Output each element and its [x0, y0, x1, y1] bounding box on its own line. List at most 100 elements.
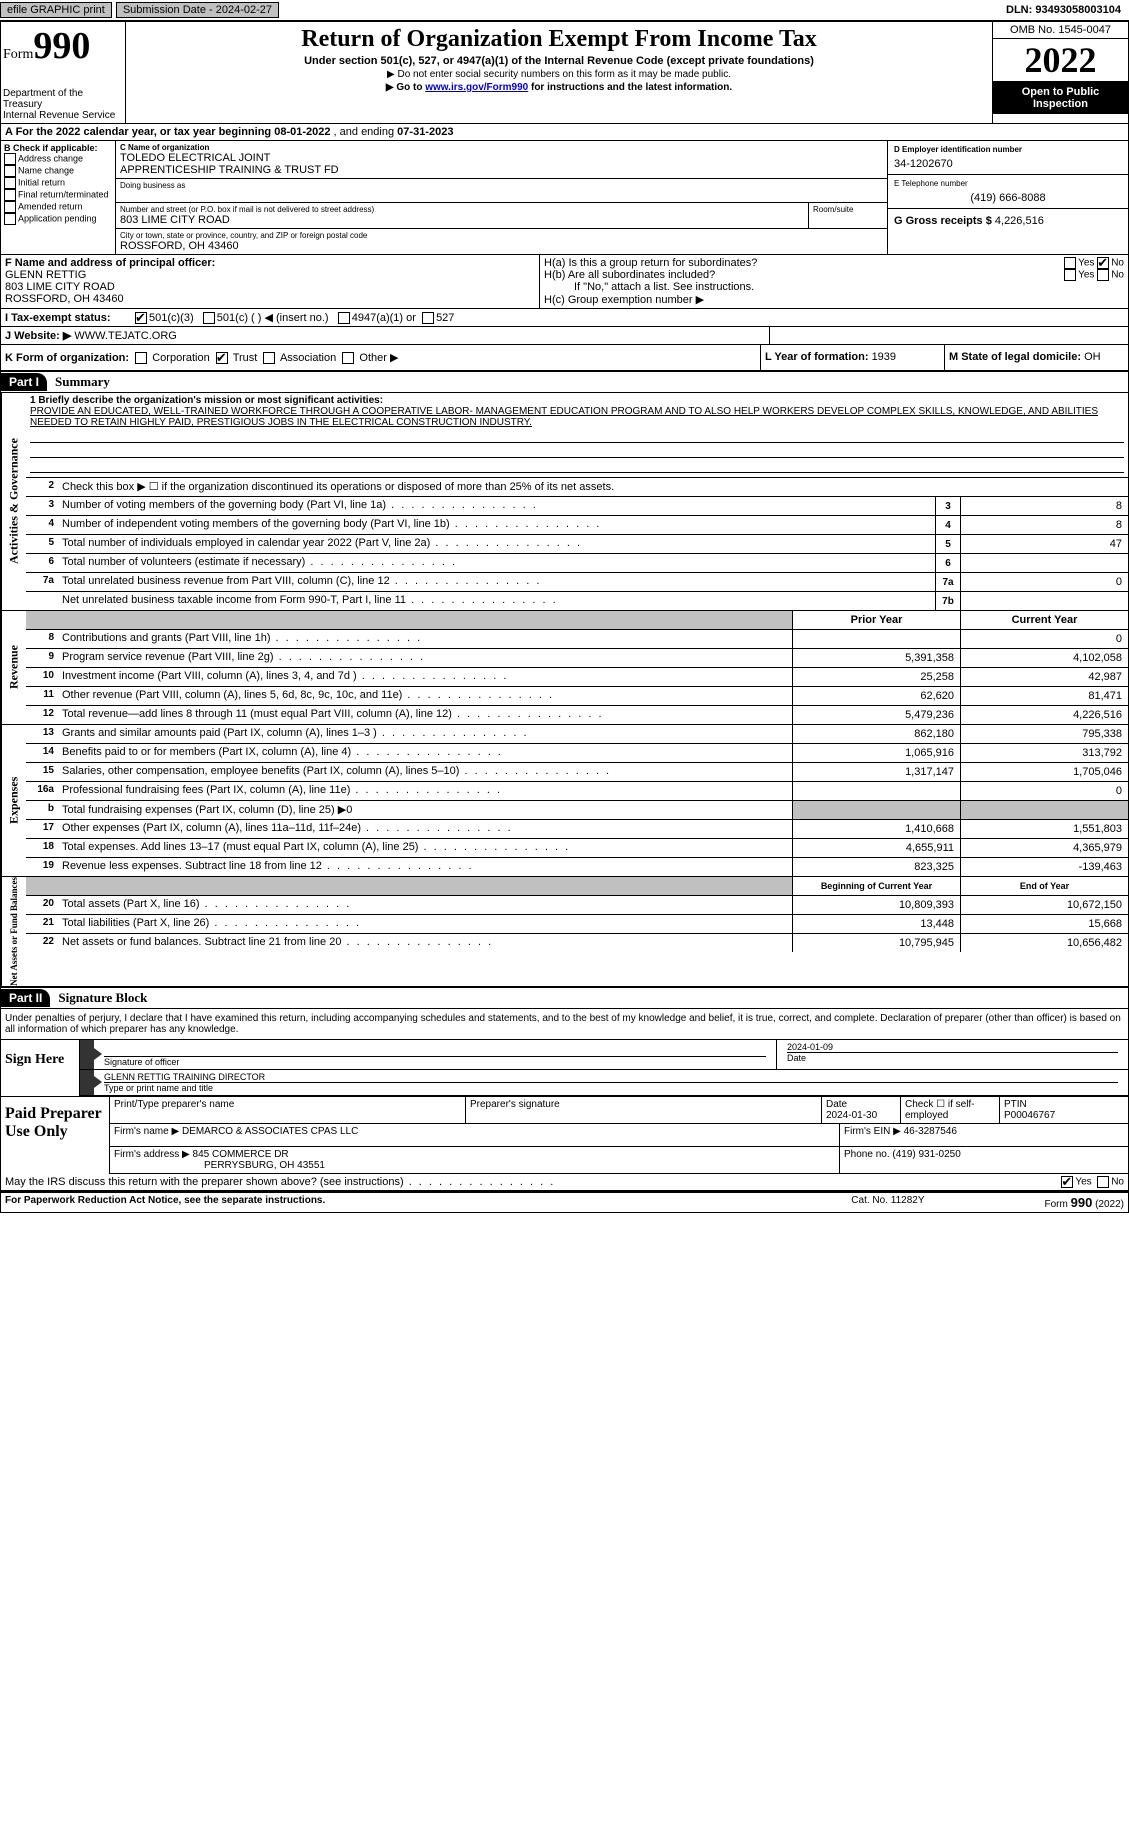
ein-label: D Employer identification number: [894, 145, 1122, 154]
tax-year: 2022: [993, 39, 1128, 82]
blank-line: [30, 445, 1124, 458]
line-num: 7a: [26, 573, 58, 591]
sign-right: Signature of officer 2024-01-09 Date GLE…: [80, 1040, 1128, 1096]
gov-line: 4 Number of independent voting members o…: [26, 516, 1128, 535]
line-num: 14: [26, 744, 58, 762]
end-year-header: End of Year: [960, 877, 1128, 895]
goto-pre: ▶ Go to: [386, 82, 425, 93]
begin-year-header: Beginning of Current Year: [792, 877, 960, 895]
checkbox-icon[interactable]: [422, 312, 434, 324]
vert-expenses: Expenses: [1, 725, 26, 876]
current-value: 10,656,482: [960, 934, 1128, 952]
prior-value: 1,317,147: [792, 763, 960, 781]
line-text: Total number of volunteers (estimate if …: [58, 554, 935, 572]
line-box: 4: [935, 516, 961, 534]
checkbox-icon[interactable]: [1064, 269, 1076, 281]
gov-line: 3 Number of voting members of the govern…: [26, 497, 1128, 516]
irs-link[interactable]: www.irs.gov/Form990: [425, 82, 528, 93]
checkbox-icon[interactable]: [4, 201, 16, 213]
checkbox-icon[interactable]: [342, 352, 354, 364]
dba-block: Doing business as: [116, 179, 887, 203]
line-num: 16a: [26, 782, 58, 800]
dba-label: Doing business as: [120, 181, 883, 190]
prior-value: 1,065,916: [792, 744, 960, 762]
checkbox-icon[interactable]: [263, 352, 275, 364]
checkbox-icon[interactable]: [4, 213, 16, 225]
ein-block: D Employer identification number 34-1202…: [888, 141, 1128, 175]
website-value: WWW.TEJATC.ORG: [74, 330, 176, 342]
form-title: Return of Organization Exempt From Incom…: [134, 26, 984, 53]
line-value: 0: [961, 573, 1128, 591]
paid-preparer-section: Paid Preparer Use Only Print/Type prepar…: [1, 1097, 1128, 1174]
omb-number: OMB No. 1545-0047: [993, 22, 1128, 39]
sign-here-label: Sign Here: [1, 1040, 80, 1096]
prior-value: 62,620: [792, 687, 960, 705]
chk-pending: Application pending: [4, 213, 112, 225]
prior-value: 25,258: [792, 668, 960, 686]
sig-officer-label: Signature of officer: [104, 1056, 766, 1067]
line-text: Investment income (Part VIII, column (A)…: [58, 668, 792, 686]
hb-yn: Yes No: [1064, 269, 1124, 281]
gov-line: 7a Total unrelated business revenue from…: [26, 573, 1128, 592]
org-name-1: TOLEDO ELECTRICAL JOINT: [120, 152, 883, 164]
checkbox-icon[interactable]: [4, 165, 16, 177]
col-b: B Check if applicable: Address change Na…: [1, 141, 116, 254]
checkbox-icon[interactable]: [338, 312, 350, 324]
form-footer: Form 990 (2022): [1045, 1195, 1125, 1210]
ssn-warning: ▶ Do not enter social security numbers o…: [134, 69, 984, 80]
part1-header: Part I Summary: [1, 372, 1128, 393]
expenses-section: Expenses 13 Grants and similar amounts p…: [1, 724, 1128, 876]
year-formation: L Year of formation: 1939: [761, 345, 945, 370]
data-line: 8 Contributions and grants (Part VIII, l…: [26, 630, 1128, 649]
hb-label: H(b) Are all subordinates included?: [544, 269, 715, 281]
part2-title: Signature Block: [50, 988, 155, 1008]
checkbox-icon[interactable]: [135, 352, 147, 364]
gross-value: 4,226,516: [995, 215, 1044, 227]
checkbox-icon[interactable]: [4, 153, 16, 165]
line-text: Net unrelated business taxable income fr…: [58, 592, 935, 610]
checkbox-icon[interactable]: [203, 312, 215, 324]
data-line: 20 Total assets (Part X, line 16) 10,809…: [26, 896, 1128, 915]
checkbox-icon[interactable]: [216, 352, 228, 364]
line-value: 8: [961, 516, 1128, 534]
exp-rows: 13 Grants and similar amounts paid (Part…: [26, 725, 1128, 876]
checkbox-icon[interactable]: [1097, 269, 1109, 281]
checkbox-icon[interactable]: [4, 177, 16, 189]
officer-addr: 803 LIME CITY ROAD: [5, 281, 535, 293]
line-num: 13: [26, 725, 58, 743]
checkbox-icon[interactable]: [1064, 257, 1076, 269]
line-box: 3: [935, 497, 961, 515]
current-value: 4,365,979: [960, 839, 1128, 857]
room-label: Room/suite: [813, 205, 883, 214]
data-line: 9 Program service revenue (Part VIII, li…: [26, 649, 1128, 668]
sig-date: 2024-01-09 Date: [777, 1040, 1128, 1069]
sig-date-value: 2024-01-09: [787, 1042, 1118, 1052]
section-bcde: B Check if applicable: Address change Na…: [1, 141, 1128, 255]
data-line: 19 Revenue less expenses. Subtract line …: [26, 858, 1128, 876]
checkbox-icon[interactable]: [135, 312, 147, 324]
opt-501c: 501(c) ( ) ◀ (insert no.): [217, 311, 329, 324]
submission-date: 2024-02-27: [216, 4, 272, 16]
mission-block: 1 Briefly describe the organization's mi…: [26, 393, 1128, 478]
phone-value: (419) 666-8088: [894, 192, 1122, 204]
col-f: F Name and address of principal officer:…: [1, 255, 540, 308]
preparer-sig-h: Preparer's signature: [466, 1097, 822, 1123]
line-box: 7a: [935, 573, 961, 591]
row-klm: K Form of organization: Corporation Trus…: [1, 345, 1128, 372]
sign-section: Sign Here Signature of officer 2024-01-0…: [1, 1039, 1128, 1097]
checkbox-icon[interactable]: [1061, 1176, 1073, 1188]
room-block: Room/suite: [809, 203, 887, 228]
line-text: Grants and similar amounts paid (Part IX…: [58, 725, 792, 743]
current-value: -139,463: [960, 858, 1128, 876]
checkbox-icon[interactable]: [1097, 257, 1109, 269]
line-num: 2: [26, 478, 58, 496]
row-a: A For the 2022 calendar year, or tax yea…: [1, 124, 1128, 141]
current-value: 10,672,150: [960, 896, 1128, 914]
line-num: 15: [26, 763, 58, 781]
checkbox-icon[interactable]: [1097, 1176, 1109, 1188]
line-text: Professional fundraising fees (Part IX, …: [58, 782, 792, 800]
dln: DLN: 93493058003104: [1006, 4, 1129, 16]
officer-label: F Name and address of principal officer:: [5, 257, 535, 269]
footer: For Paperwork Reduction Act Notice, see …: [1, 1192, 1128, 1212]
checkbox-icon[interactable]: [4, 189, 16, 201]
